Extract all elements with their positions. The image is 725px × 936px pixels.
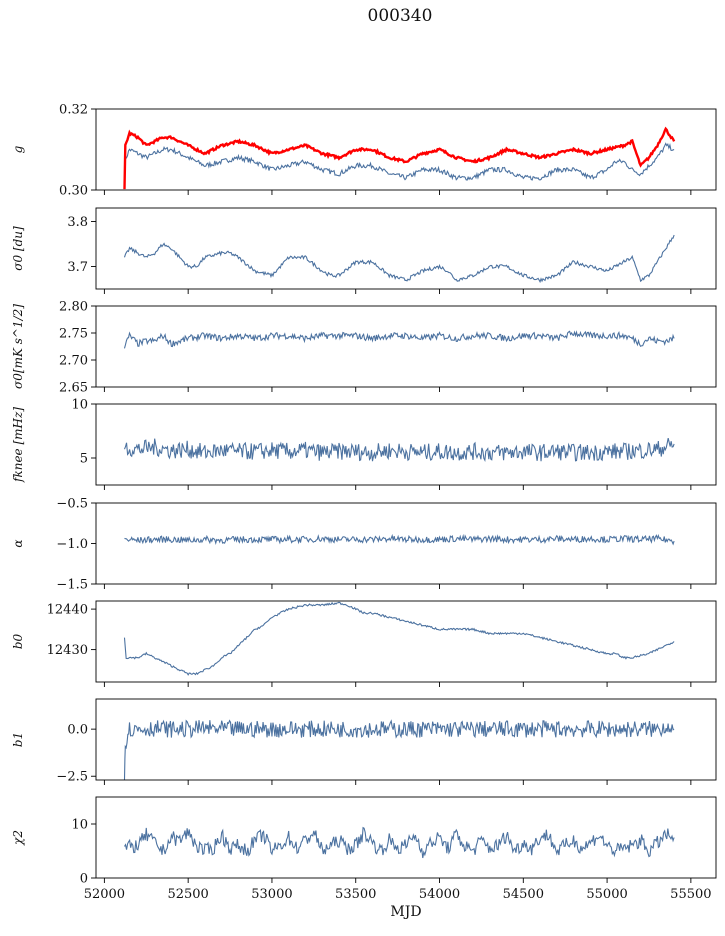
ytick-label-g-0: 0.32 [59,103,88,118]
series-line-b0-0 [123,601,675,676]
series-line-sigma0-du-0 [123,234,675,284]
series-line-fknee-0 [123,438,675,463]
panel-frame-fknee [95,403,717,486]
panel-frame-g [95,108,717,191]
ytick-label-b0-1: 12430 [47,643,88,658]
ytick-label-b0-0: 12440 [47,603,88,618]
xtick-label-5: 54500 [503,887,544,902]
ytick-label-fknee-0: 10 [71,398,88,413]
panel-frame-b1 [95,698,717,781]
ytick-label-sigma0-mK-1: 2.75 [59,327,88,342]
ytick-label-g-1: 0.30 [59,184,88,199]
series-line-alpha-0 [124,533,675,546]
series-line-chi2-0 [124,826,675,859]
panel-frame-alpha [95,502,717,585]
ytick-label-sigma0-du-0: 3.8 [67,215,88,230]
ytick-label-alpha-2: −1.5 [56,578,88,593]
figure-title: 000340 [367,6,433,26]
ytick-label-sigma0-mK-2: 2.70 [59,354,88,369]
ytick-label-alpha-0: −0.5 [56,497,88,512]
ylabel-g: g [11,145,25,153]
ytick-label-chi2-1: 0 [80,872,88,887]
ytick-label-b1-0: 0.0 [67,723,88,738]
xtick-label-1: 52500 [167,887,208,902]
xtick-label-3: 53500 [335,887,376,902]
xtick-label-0: 52000 [84,887,125,902]
ylabel-sigma0-mK: σ0[mK s^1/2] [11,304,25,389]
panel-frame-b0 [95,600,717,683]
panel-frame-sigma0-mK [95,305,717,388]
xtick-label-4: 54000 [419,887,460,902]
panel-frame-sigma0-du [95,207,717,290]
panel-frame-chi2 [95,796,717,879]
ylabel-b0: b0 [11,633,25,649]
ylabel-alpha: α [11,539,25,547]
series-line-g-1 [123,126,676,190]
series-line-g-0 [123,142,675,181]
ylabel-sigma0-du: σ0 [du] [11,226,25,271]
ylabel-b1: b1 [11,732,25,747]
ytick-label-sigma0-mK-0: 2.80 [59,300,88,315]
ytick-label-chi2-0: 10 [71,818,88,833]
ylabel-fknee: fknee [mHz] [11,407,25,483]
ytick-label-b1-1: −2.5 [56,770,88,785]
ytick-label-alpha-1: −1.0 [56,537,88,552]
ytick-label-sigma0-mK-3: 2.65 [59,381,88,396]
ytick-label-sigma0-du-1: 3.7 [67,260,88,275]
ylabel-chi2: χ2 [11,830,25,846]
ytick-label-fknee-1: 5 [80,452,88,467]
x-axis-label: MJD [390,904,421,920]
series-line-sigma0-mK-0 [123,330,675,349]
xtick-label-6: 55000 [586,887,627,902]
xtick-label-7: 55500 [670,887,711,902]
series-line-b1-0 [123,719,675,780]
xtick-label-2: 53000 [251,887,292,902]
